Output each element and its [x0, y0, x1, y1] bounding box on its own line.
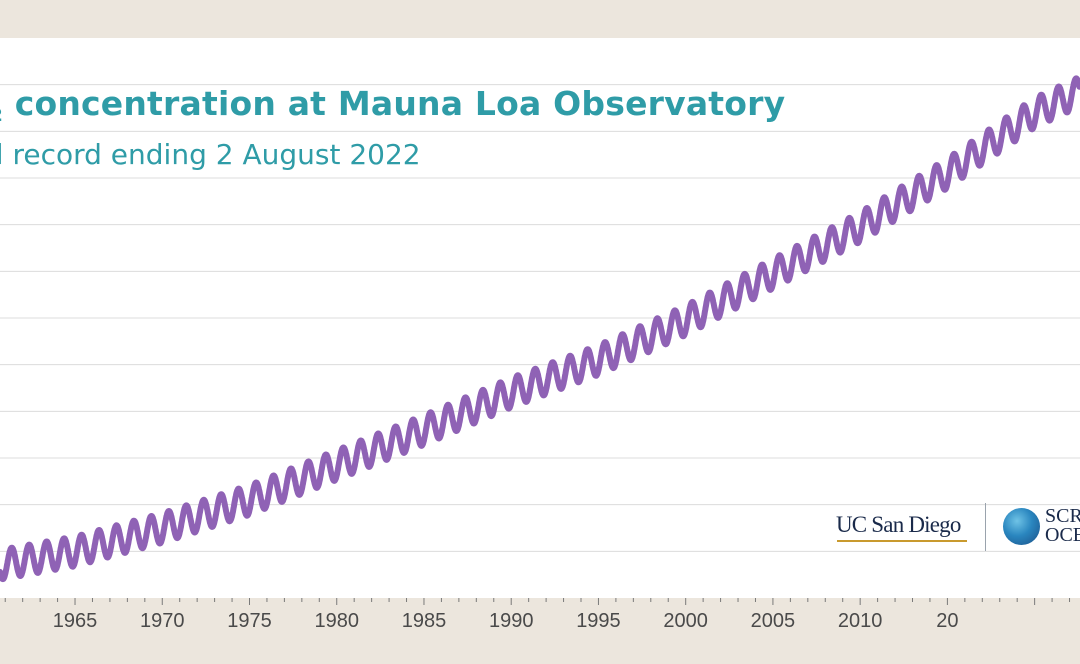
x-tick-label: 1990 [488, 610, 534, 632]
logo-divider [985, 503, 986, 551]
grid-layer [0, 84, 1080, 552]
top-band [0, 0, 1080, 38]
x-tick-label: 2000 [663, 610, 708, 632]
scripps-logo-line2: OCE [1045, 524, 1080, 546]
scripps-logo-line1: SCR [1045, 505, 1080, 527]
co2-series-line [0, 75, 1080, 583]
x-tick-label: 2010 [837, 610, 883, 632]
x-tick-label: 1995 [576, 610, 621, 632]
x-tick-label: 2005 [750, 610, 796, 632]
x-tick-label: 1970 [140, 610, 185, 632]
x-tick-label: 1980 [314, 610, 359, 632]
x-tick-label: 1985 [401, 610, 447, 632]
x-tick-label: 1965 [52, 610, 98, 632]
scripps-logo: SCR OCE [1045, 505, 1080, 546]
chart-title: O2 concentration at Mauna Loa Observator… [0, 84, 785, 126]
ucsd-logo: UC San Diego [836, 512, 961, 537]
x-tick-label: 20 [936, 610, 959, 632]
tick-layer [4, 598, 1071, 605]
chart-title-subscript: 2 [0, 105, 3, 126]
series-layer [0, 75, 1080, 583]
ucsd-logo-underline [837, 540, 967, 542]
bottom-band [0, 598, 1080, 664]
x-tick-label: 1975 [227, 610, 272, 632]
chart-subtitle: ll record ending 2 August 2022 [0, 138, 421, 171]
globe-icon [1003, 508, 1040, 545]
